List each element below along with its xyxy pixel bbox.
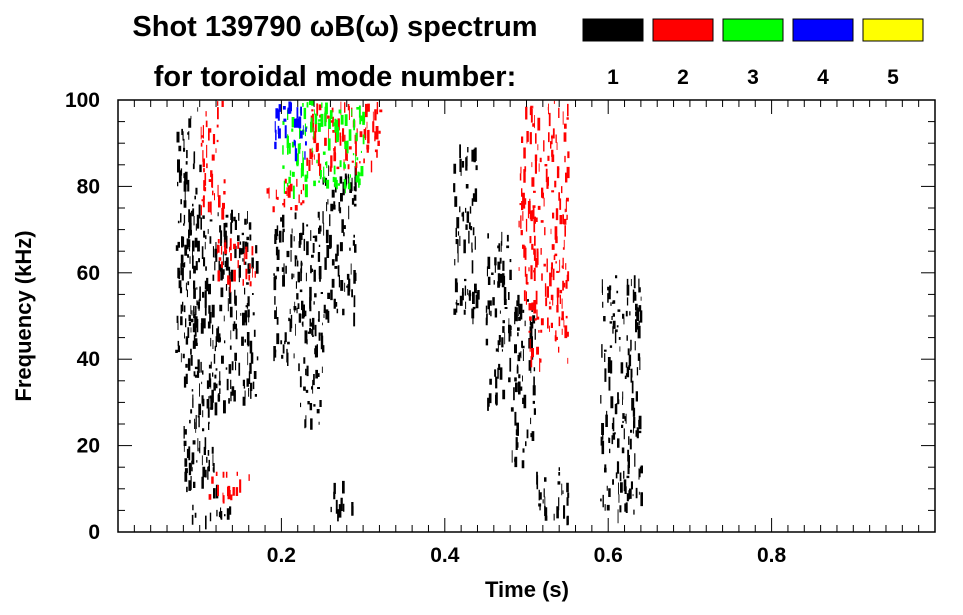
spectrum-streaks: [600, 275, 643, 524]
spectrum-streaks: [536, 467, 570, 526]
spectrum-region-mode-2: [528, 294, 569, 372]
spectrum-region-mode-1: [298, 211, 325, 430]
y-tick-label: 0: [88, 521, 100, 544]
legend-swatch-mode-3: [722, 18, 784, 42]
legend-label-mode-2: 2: [677, 66, 689, 89]
legend-swatch-mode-1: [582, 18, 644, 42]
title-line-1: Shot 139790 ωB(ω) spectrum: [132, 11, 537, 43]
spectrum-streaks: [282, 100, 365, 199]
legend-swatch-mode-2: [652, 18, 714, 42]
x-tick-label: 0.6: [594, 544, 623, 567]
spectrum-region-mode-1: [183, 363, 219, 499]
y-tick-label: 100: [65, 89, 100, 112]
legend: 1 2 3 4 5: [582, 18, 924, 89]
spectrum-region-mode-2: [208, 471, 250, 504]
legend-swatch-mode-5: [862, 18, 924, 42]
spectrum-region-mode-2: [518, 100, 570, 305]
x-axis-title: Time (s): [485, 577, 569, 602]
legend-label-mode-1: 1: [607, 66, 619, 89]
spectrum-streaks: [216, 238, 256, 293]
spectrum-streaks: [191, 504, 232, 530]
spectrum-streaks: [298, 211, 325, 430]
spectrum-streaks: [208, 471, 250, 504]
spectrum-region-mode-1: [191, 208, 259, 416]
spectrum-streaks: [175, 107, 202, 371]
spectrum-streaks: [266, 178, 308, 213]
spectrum-streaks: [330, 480, 354, 522]
x-tick-label: 0.2: [267, 544, 296, 567]
spectrum-streaks: [453, 144, 480, 325]
legend-swatch-mode-4: [792, 18, 854, 42]
legend-label-mode-4: 4: [817, 66, 829, 89]
x-tick-label: 0.4: [430, 544, 460, 567]
spectrum-streaks: [191, 208, 259, 416]
spectrum-streaks: [273, 212, 300, 366]
spectrum-region-mode-2: [266, 178, 308, 213]
y-tick-label: 20: [77, 435, 100, 458]
plot-frame: [117, 99, 936, 533]
spectrum-region-mode-3: [282, 100, 365, 199]
x-axis: 0.2 0.4 0.6 0.8: [133, 100, 920, 567]
legend-label-mode-5: 5: [887, 66, 899, 89]
spectrum-region-mode-1: [273, 212, 300, 366]
y-tick-label: 40: [77, 348, 100, 371]
spectrum-region-mode-1: [600, 275, 643, 524]
spectrum-streaks: [322, 165, 357, 327]
spectrum-streaks: [183, 363, 219, 499]
spectrum-streaks: [485, 231, 512, 411]
spectrum-streaks: [510, 294, 536, 469]
y-axis-title: Frequency (kHz): [11, 230, 36, 401]
y-tick-label: 60: [77, 262, 100, 285]
spectrum-region-mode-1: [322, 165, 357, 327]
spectrum-region-mode-1: [191, 504, 232, 530]
spectrum-streaks: [518, 100, 570, 305]
spectrum-region-mode-1: [536, 467, 570, 526]
spectrum-region-mode-1: [453, 144, 480, 325]
spectrum-region-mode-2: [200, 100, 226, 220]
spectrum-region-mode-1: [175, 107, 202, 371]
spectrum-streaks: [528, 294, 569, 372]
y-axis: 0 20 40 60 80 100: [65, 89, 935, 544]
spectrum-region-mode-1: [510, 294, 536, 469]
spectrum-data: [175, 100, 643, 530]
spectrum-region-mode-2: [216, 238, 256, 293]
x-tick-label: 0.8: [757, 544, 787, 567]
spectrum-region-mode-4: [274, 101, 307, 162]
legend-label-mode-3: 3: [747, 66, 759, 89]
spectrum-streaks: [274, 101, 307, 162]
chart-title: Shot 139790 ωB(ω) spectrum for toroidal …: [132, 11, 537, 93]
spectrum-streaks: [200, 100, 226, 220]
title-line-2: for toroidal mode number:: [154, 61, 517, 93]
spectrum-region-mode-1: [485, 231, 512, 411]
spectrum-region-mode-1: [330, 480, 354, 522]
y-tick-label: 80: [77, 175, 100, 198]
